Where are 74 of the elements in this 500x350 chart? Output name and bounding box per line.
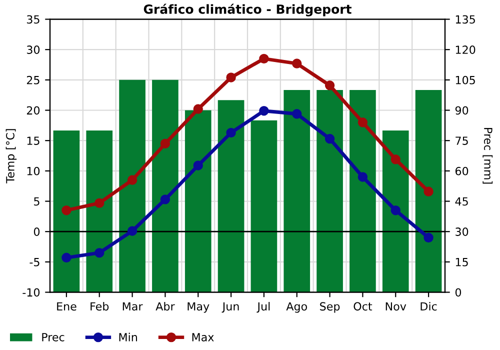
bar <box>382 130 409 292</box>
legend-label: Min <box>119 332 137 342</box>
y-tick-label: 35 <box>26 15 40 24</box>
point <box>424 186 434 196</box>
chart-title: Gráfico climático - Bridgeport <box>144 4 352 16</box>
point <box>292 109 302 119</box>
bar <box>119 80 146 292</box>
x-tick-label: Jul <box>256 302 270 313</box>
x-tick-label: Abr <box>156 302 175 311</box>
point <box>226 72 236 82</box>
bar <box>350 90 376 292</box>
y2-tick-label: 45 <box>455 197 468 206</box>
bar <box>218 100 244 292</box>
x-tick-label: Dic <box>420 302 437 311</box>
x-tick-label: May <box>188 302 210 313</box>
point <box>292 58 302 68</box>
x-tick-label: Sep <box>320 302 340 313</box>
bar <box>250 120 278 292</box>
point <box>193 160 203 170</box>
y-tick-label: 20 <box>26 106 40 115</box>
x-tick-label: Jun <box>222 302 239 313</box>
y-tick-label: 10 <box>27 166 40 176</box>
point <box>324 80 335 90</box>
point <box>358 118 368 128</box>
bar <box>184 110 212 292</box>
y2-tick-label: 105 <box>456 76 475 84</box>
point <box>193 104 203 114</box>
bar <box>415 90 442 292</box>
point <box>259 106 269 116</box>
y-axis-title: Temp [°C] <box>6 129 17 184</box>
y2-tick-label: 60 <box>456 166 468 176</box>
y-tick-label: -10 <box>22 288 40 297</box>
point <box>324 134 335 144</box>
x-tick-label: Feb <box>90 302 109 311</box>
y2-axis-title: Prec [mm] <box>482 128 493 184</box>
x-tick-label: Nov <box>386 302 406 311</box>
bar <box>284 90 310 292</box>
y-tick-label: 0 <box>34 228 40 236</box>
y2-tick-label: 120 <box>456 46 476 54</box>
point <box>259 54 269 64</box>
point <box>424 232 434 243</box>
bar <box>86 130 113 292</box>
bar <box>316 90 343 292</box>
point <box>390 205 400 216</box>
y2-tick-label: 15 <box>456 258 468 266</box>
legend-label: Max <box>192 333 214 342</box>
point <box>94 248 104 258</box>
y2-tick-label: 30 <box>456 228 468 236</box>
y-tick-label: 30 <box>26 46 40 54</box>
y2-tick-label: 75 <box>456 136 468 145</box>
x-tick-label: Oct <box>354 302 372 311</box>
x-tick-label: Ago <box>286 302 307 313</box>
point <box>226 128 236 138</box>
y-tick-label: 5 <box>34 197 40 206</box>
point <box>390 154 400 164</box>
point <box>62 205 72 216</box>
bar <box>53 130 80 292</box>
y-tick-label: 25 <box>26 76 40 84</box>
point <box>358 172 368 182</box>
point <box>160 194 170 204</box>
y2-tick-label: 135 <box>456 15 475 24</box>
y2-tick-label: 90 <box>455 106 468 115</box>
legend-label: Prec <box>42 333 64 342</box>
y-tick-label: -5 <box>30 258 40 266</box>
bar <box>152 80 178 292</box>
y2-tick-label: 0 <box>455 288 462 297</box>
point <box>127 175 138 185</box>
y-tick-label: 15 <box>27 136 40 145</box>
x-tick-label: Mar <box>122 302 143 311</box>
point <box>160 138 170 148</box>
point <box>127 226 138 236</box>
x-tick-label: Ene <box>57 302 76 311</box>
point <box>94 198 104 208</box>
point <box>62 252 72 263</box>
